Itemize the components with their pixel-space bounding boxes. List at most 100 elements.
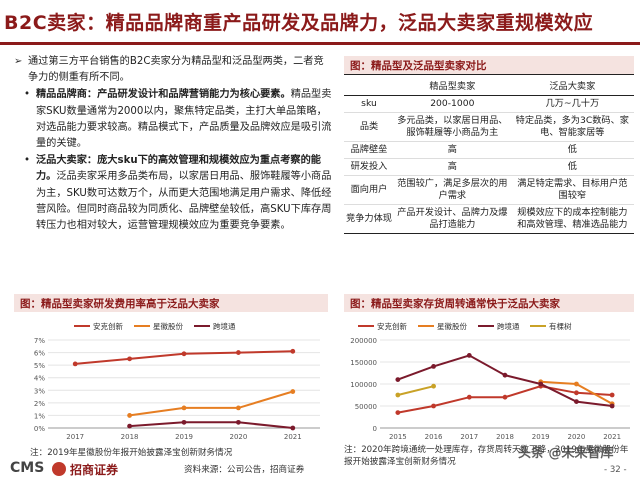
dot-bullet-icon: • [24,155,31,167]
data-point [181,405,187,411]
legend-label: 安克创新 [93,321,123,331]
data-point [395,377,401,382]
legend-label: 星徽股份 [153,321,183,331]
table-row: sku 200-1000 几万~几十万 [344,95,634,113]
data-point [574,399,579,404]
left-text-column: ➢ 通过第三方平台销售的B2C卖家分为精品型和泛品型两类，二者竞争力的侧重有所不… [14,54,332,234]
table-row-header: 研发投入 [344,158,394,176]
data-point [395,392,401,398]
data-point [236,405,241,411]
legend-label: 安克创新 [377,321,407,331]
bullet-premium-head: 精品品牌商：产品研发设计和品牌营销能力为核心要素。 [36,89,291,101]
series-line [129,421,293,429]
dot-bullet-icon: • [24,89,31,101]
table-cell: 规模效应下的成本控制能力和高效管理、精准选品能力 [510,204,634,234]
data-point [574,381,579,387]
table-row: 品类 多元品类，以家居日用品、服饰鞋履等小商品为主 特定品类，多为3C数码、家电… [344,112,634,142]
data-point [236,419,241,425]
data-point [181,351,187,357]
series-line [129,390,294,417]
x-tick-label: 2019 [532,433,550,441]
bullet-mass-body: 泛品卖家采用多品类布局，以家居日用品、服饰鞋履等小商品为主，SKU数可达数万个，… [36,171,332,232]
bullet-mass: • 泛品大卖家：庞大sku下的高效管理和规模效应为重点考察的能力。泛品卖家采用多… [14,153,332,234]
brand-name: 招商证券 [70,463,119,477]
bullet-mass-head: 泛品大卖家：庞大sku下的高效管理和规模效应为重点考察的能力。 [36,155,321,183]
x-tick-label: 2017 [460,433,478,441]
title-bar: B2C卖家：精品品牌商重产品研发及品牌力，泛品大卖家重规模效应 [0,0,640,45]
lead-paragraph: ➢ 通过第三方平台销售的B2C卖家分为精品型和泛品型两类，二者竞争力的侧重有所不… [14,54,332,86]
data-point [431,403,436,409]
legend-label: 有棵树 [549,321,572,331]
lead-text: 通过第三方平台销售的B2C卖家分为精品型和泛品型两类，二者竞争力的侧重有所不同。 [28,56,324,84]
title-divider [0,42,640,45]
table-cell: 多元品类，以家居日用品、服饰鞋履等小商品为主 [394,112,511,142]
data-point [466,394,472,400]
y-tick-label: 0 [373,425,377,433]
x-tick-label: 2021 [284,433,302,441]
table-row: 品牌壁垒 高 低 [344,141,634,159]
data-point [466,353,472,358]
table-cell: 低 [510,158,634,176]
data-point [431,383,436,389]
table-cell: 产品开发设计、品牌力及爆品打造能力 [394,204,511,234]
table-header-cell [344,74,394,96]
y-tick-label: 100000 [350,381,377,389]
table-cell: 低 [510,141,634,159]
legend-label: 跨境通 [497,321,520,331]
data-point [502,372,508,378]
table-cell: 200-1000 [394,95,511,113]
table-row: 研发投入 高 低 [344,158,634,176]
x-tick-label: 2019 [175,433,193,441]
chart1-note: 注：2019年星徽股份年报开始披露泽宝创新财务情况 [30,448,233,458]
x-tick-label: 2016 [425,433,443,441]
y-tick-label: 3% [34,387,45,395]
y-tick-label: 1% [34,412,45,420]
table-row-header: 竞争力体现 [344,204,394,234]
table-header-cell: 泛品大卖家 [510,74,634,96]
table-header-cell: 精品型卖家 [394,74,511,96]
data-point [609,392,615,398]
y-tick-label: 0% [34,425,45,433]
y-tick-label: 7% [34,337,45,345]
table-cell: 范围较广，满足多层次的用户需求 [394,175,511,205]
data-point [127,423,132,429]
table-row-header: sku [344,95,394,113]
data-point [290,389,296,394]
data-point [395,410,401,415]
comparison-table: 精品型卖家 泛品大卖家 sku 200-1000 几万~几十万 品类 多元品类，… [344,74,634,234]
data-point [574,390,579,396]
y-tick-label: 5% [34,362,45,370]
table-cell: 特定品类，多为3C数码、家电、智能家居等 [510,112,634,142]
table-label: 图：精品型及泛品型卖家对比 [344,56,634,74]
data-point [502,394,508,400]
x-tick-label: 2015 [389,433,407,441]
x-tick-label: 2020 [568,433,586,441]
chart1-label: 图：精品型卖家研发费用率高于泛品大卖家 [14,294,328,312]
cms-logo: CMS [10,460,45,476]
table-row-header: 品牌壁垒 [344,141,394,159]
source-note: 资料来源：公司公告，招商证券 [184,465,305,475]
table-row: 面向用户 范围较广，满足多层次的用户需求 满足特定需求、目标用户范围较窄 [344,175,634,205]
y-tick-label: 2% [34,400,45,408]
data-point [431,364,436,369]
legend-label: 星徽股份 [437,321,467,331]
data-point [538,381,544,387]
chart-inventory-turnover: 安克创新 星徽股份 跨境通 有棵树 0 50000 100000 150000 200000 20… [350,321,630,441]
table-cell: 高 [394,141,511,159]
x-tick-label: 2018 [496,433,514,441]
y-tick-label: 50000 [355,403,377,411]
x-tick-label: 2021 [603,433,621,441]
data-point [127,413,132,418]
page-title: B2C卖家：精品品牌商重产品研发及品牌力，泛品大卖家重规模效应 [4,12,594,34]
x-tick-label: 2018 [121,433,139,441]
chart2-label: 图：精品型卖家存货周转通常快于泛品大卖家 [344,294,634,312]
data-point [236,350,241,355]
footer: CMS 招商证券 资料来源：公司公告，招商证券 - 32 - [6,460,636,478]
y-tick-label: 6% [34,350,45,358]
data-point [181,419,187,425]
data-point [290,425,296,431]
table-cell: 高 [394,158,511,176]
data-point [72,361,78,367]
x-tick-label: 2017 [66,433,84,441]
table-row-header: 品类 [344,112,394,142]
